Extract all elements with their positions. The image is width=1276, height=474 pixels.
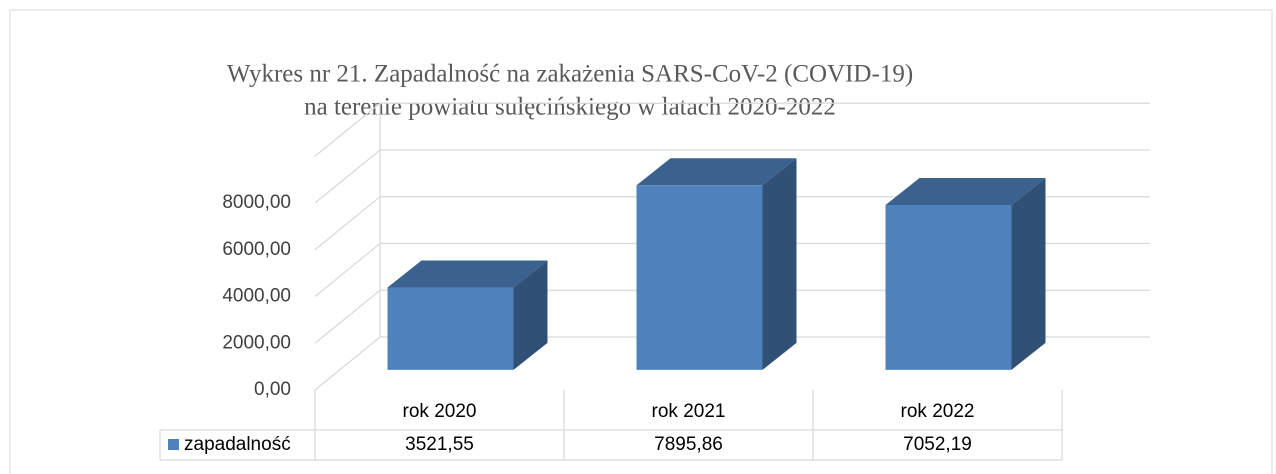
x-tick-label: rok 2022 [901, 401, 975, 422]
bar-top [387, 260, 548, 288]
x-tick-label: rok 2020 [403, 401, 477, 422]
data-label: 7895,86 [654, 434, 723, 455]
data-label: 3521,55 [405, 434, 474, 455]
x-tick-label: rok 2021 [652, 401, 726, 422]
chart-title: na terenie powiatu sulęcińskiego w latac… [304, 94, 836, 121]
data-label: 7052,19 [903, 434, 972, 455]
bar-side [762, 158, 797, 370]
bar-side [513, 260, 548, 370]
bar [885, 205, 1012, 370]
legend-label: zapadalność [184, 434, 291, 455]
bar-side [1011, 178, 1046, 370]
bar-top [636, 158, 797, 186]
bar [387, 287, 514, 370]
legend-swatch [168, 439, 179, 450]
bar [636, 185, 763, 370]
y-tick-label: 6000,00 [222, 239, 291, 260]
y-tick-label: 2000,00 [222, 332, 291, 353]
y-tick-label: 0,00 [254, 379, 291, 400]
y-tick-label: 4000,00 [222, 286, 291, 307]
chart-title: Wykres nr 21. Zapadalność na zakażenia S… [227, 61, 913, 88]
bar-top [885, 178, 1046, 206]
y-tick-label: 8000,00 [222, 192, 291, 213]
